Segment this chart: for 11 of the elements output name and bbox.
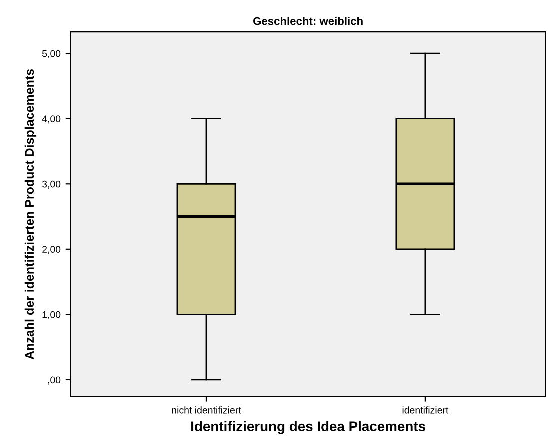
- x-tick-label: identifiziert: [402, 406, 449, 414]
- x-axis-title: Identifizierung des Idea Placements: [192, 421, 426, 434]
- y-tick-label: 3,00: [42, 180, 61, 189]
- y-axis-title: Anzahl der identifizierten Product Displacements: [24, 69, 37, 360]
- y-tick-label: 2,00: [42, 246, 61, 254]
- x-tick-label: nicht identifiziert: [172, 406, 242, 414]
- y-tick-label: 5,00: [42, 50, 61, 58]
- y-tick-label: ,00: [48, 376, 61, 385]
- y-tick-label: 4,00: [42, 116, 61, 124]
- chart-title: Geschlecht: weiblich: [254, 17, 363, 26]
- y-tick-label: 1,00: [42, 311, 61, 320]
